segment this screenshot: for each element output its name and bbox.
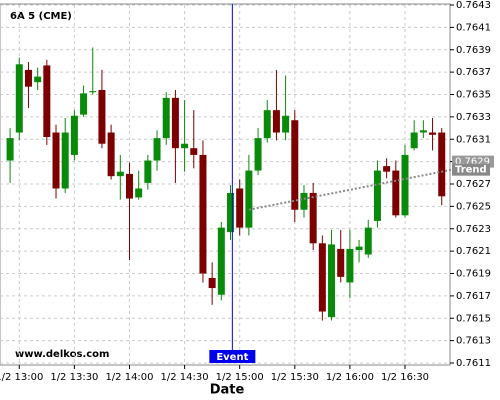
candle-body [373,170,381,221]
y-tick-label: 0.7639 [456,45,491,56]
candle-body [89,91,97,93]
candle-body [282,115,290,133]
candle-body [61,132,69,189]
y-tick-label: 0.7611 [456,358,491,369]
candle-body [171,97,179,149]
candle-body [263,110,271,139]
chart-title: 6A 5 (CME) [10,11,72,22]
y-tick-label: 0.7643 [456,0,491,11]
candle-body [429,132,437,135]
trend-line [248,161,491,211]
candle-body [125,173,133,199]
y-tick-label: 0.7627 [456,179,491,190]
candle-body [181,143,189,149]
candle-body [337,248,345,277]
y-tick-label: 0.7615 [456,313,491,324]
candle-body [162,97,170,139]
candle-body [419,130,427,133]
candle-body [401,154,409,216]
x-tick-label: 1/2 15:00 [216,372,264,383]
y-tick-label: 0.7617 [456,291,491,302]
candle-body [98,90,106,144]
candle-body [254,138,262,171]
candle-body [6,138,14,161]
y-tick-label: 0.7637 [456,67,491,78]
candle-body [346,248,354,283]
x-tick-label: 1/2 14:30 [161,372,209,383]
y-tick-label: 0.7641 [456,22,491,33]
candle-body [24,69,32,87]
candle-body [70,115,78,155]
candle-body [199,154,207,274]
candle-body [135,188,143,198]
candle-body [190,148,198,155]
candle-body [107,132,115,177]
candle-body [328,244,336,318]
event-label: Event [216,352,248,363]
y-tick-label: 0.7613 [456,336,491,347]
y-tick-label: 0.7621 [456,246,491,257]
price-marker-label: 0.7629 [455,157,490,168]
candle-body [217,227,225,295]
trend-label: Trend [455,165,487,176]
candle-body [80,93,88,115]
x-axis-label: Date [210,383,245,398]
trend-label-box [452,163,490,176]
x-tick-label: 1/2 16:00 [326,372,374,383]
candle-body [392,170,400,216]
candle-body [236,188,244,228]
candle-body [52,132,60,189]
candle-body [153,138,161,161]
x-tick-label: 1/2 13:30 [50,372,98,383]
candle-body [355,246,363,251]
x-tick-label: 1/2 15:30 [271,372,319,383]
x-tick-label: 1/2 16:30 [381,372,429,383]
y-tick-label: 0.7635 [456,90,491,101]
candle-body [144,160,152,183]
candle-body [43,65,51,138]
candle-body [318,243,326,312]
x-tick-label: 1/2 14:00 [105,372,153,383]
candle-body [15,64,23,133]
y-tick-label: 0.7619 [456,269,491,280]
candle-body [227,192,235,233]
event-label-box [209,350,256,363]
candle-body [34,76,42,83]
candle-body [245,170,253,228]
x-tick-label: 1/2 13:00 [0,372,43,383]
candle-body [291,120,299,210]
candle-body [116,171,124,177]
candle-body [410,132,418,149]
candle-body [208,277,216,289]
y-tick-label: 0.7625 [456,201,491,212]
y-tick-label: 0.7631 [456,134,491,145]
candle-body [309,192,317,244]
candle-body [438,132,446,197]
y-tick-label: 0.7633 [456,112,491,123]
candle-body [364,227,372,255]
candle-body [383,166,391,172]
watermark: www.delkos.com [15,349,109,360]
y-tick-label: 0.7623 [456,224,491,235]
candle-body [272,110,280,133]
candle-body [300,192,308,210]
